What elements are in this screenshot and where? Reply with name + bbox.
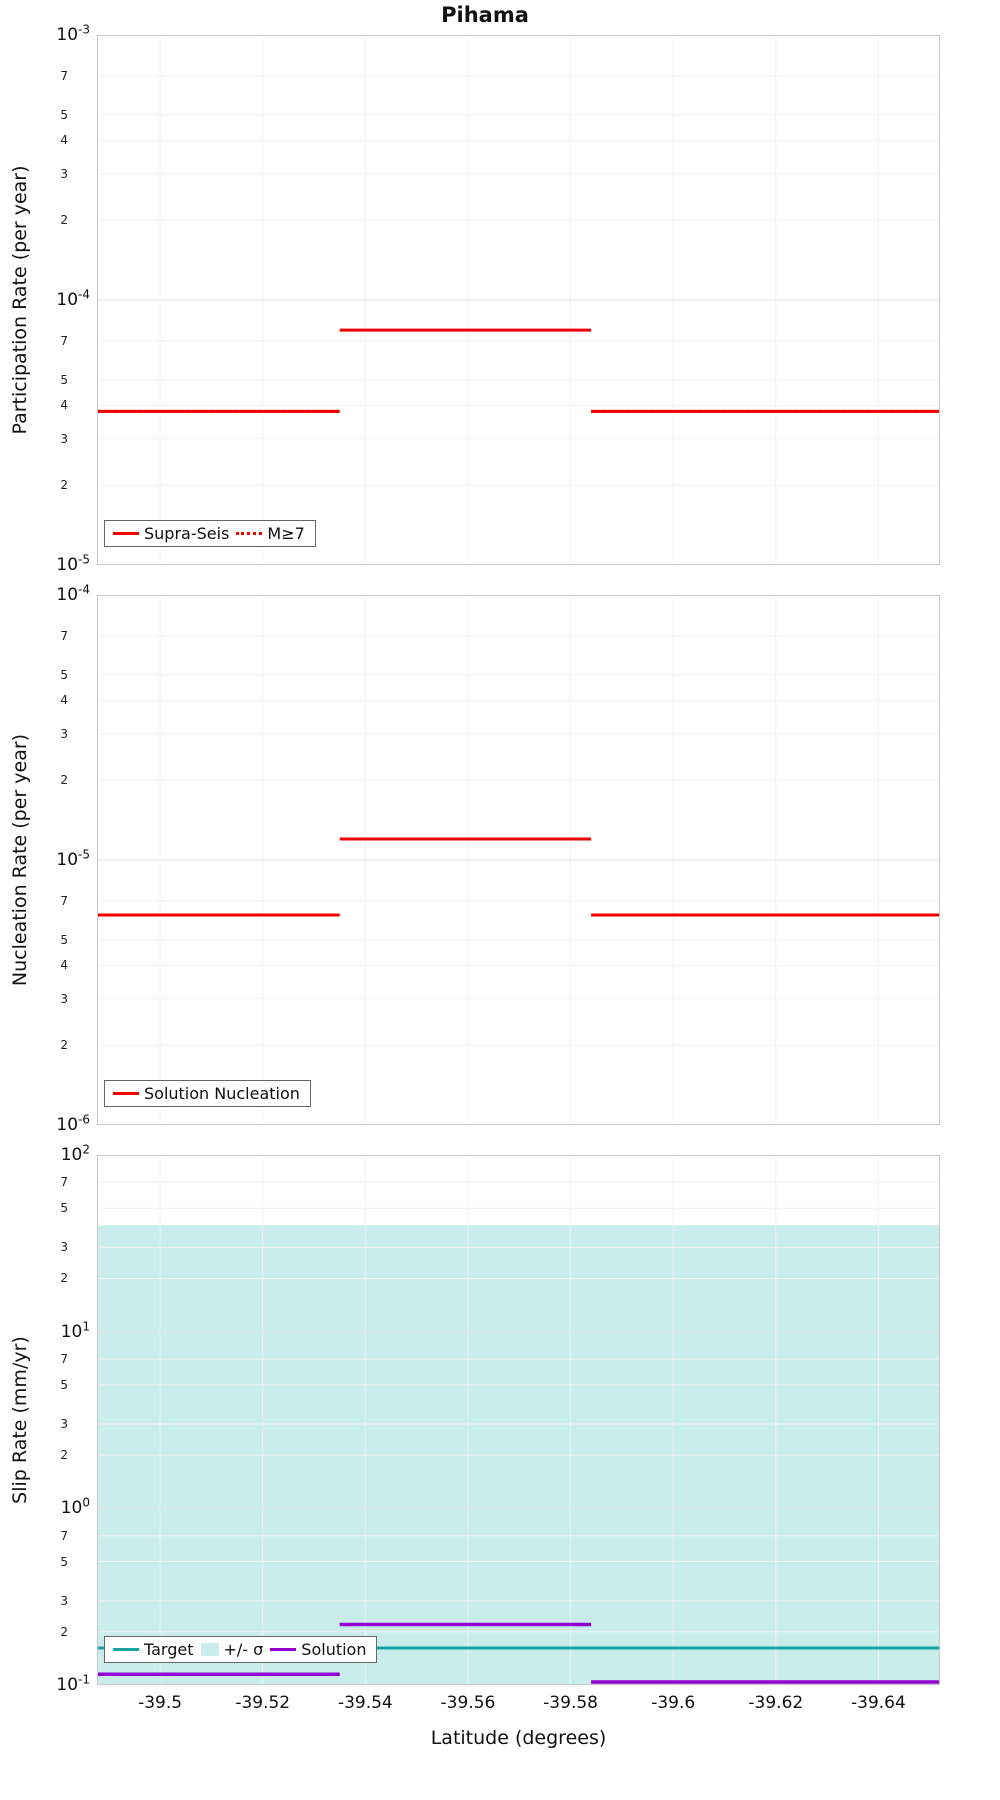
- plot-frame: [97, 1155, 940, 1685]
- y-tick-label-minor: 7: [60, 629, 68, 644]
- y-tick-label-major: 10-4: [56, 287, 90, 310]
- legend-line-solution-icon: [270, 1648, 297, 1651]
- y-tick-label-minor: 5: [60, 372, 68, 387]
- y-tick-label-minor: 2: [60, 1624, 68, 1639]
- plot-area-slip-rate: [97, 1155, 940, 1685]
- legend-line-supra-seis-icon: [113, 532, 139, 535]
- x-tick-label: -39.64: [851, 1693, 906, 1713]
- legend-dotted-line-m7-icon: [236, 532, 263, 535]
- y-tick-label-minor: 7: [60, 1175, 68, 1190]
- y-tick-label-major: 10-1: [56, 1672, 90, 1695]
- y-tick-label-minor: 2: [60, 1448, 68, 1463]
- y-tick-label-minor: 5: [60, 107, 68, 122]
- legend-label-m7: M≥7: [267, 524, 305, 543]
- legend-participation: Supra-Seis M≥7: [104, 520, 316, 547]
- x-axis-title: Latitude (degrees): [430, 1727, 607, 1749]
- legend-label-target: Target: [144, 1640, 194, 1659]
- y-tick-label-minor: 2: [60, 1271, 68, 1286]
- y-tick-label-minor: 5: [60, 667, 68, 682]
- plot-frame: [97, 595, 940, 1125]
- y-tick-label-major: 10-3: [56, 22, 90, 45]
- legend-slip-rate: Target +/- σ Solution: [104, 1636, 378, 1663]
- x-tick-label: -39.58: [543, 1693, 598, 1713]
- y-tick-label-minor: 3: [60, 991, 68, 1006]
- plot-area-participation: [97, 35, 940, 565]
- y-tick-label-minor: 3: [60, 1593, 68, 1608]
- x-tick-label: -39.56: [440, 1693, 496, 1713]
- y-tick-label-minor: 5: [60, 1554, 68, 1569]
- y-tick-label-minor: 4: [60, 958, 68, 973]
- x-tick-label: -39.54: [337, 1693, 393, 1713]
- y-tick-label-major: 100: [60, 1495, 90, 1519]
- y-tick-label-major: 10-4: [56, 582, 90, 605]
- y-tick-label-minor: 5: [60, 1377, 68, 1392]
- chart-title: Pihama: [441, 3, 529, 27]
- y-tick-label-major: 101: [60, 1319, 90, 1342]
- x-tick-label: -39.52: [235, 1693, 291, 1713]
- y-tick-label-minor: 2: [60, 213, 68, 228]
- legend-label-sigma: +/- σ: [223, 1640, 264, 1659]
- y-tick-label-minor: 3: [60, 431, 68, 446]
- y-tick-label-minor: 5: [60, 1201, 68, 1216]
- y-tick-label-major: 10-5: [56, 847, 90, 870]
- y-tick-label-minor: 7: [60, 1352, 68, 1367]
- plot-frame: [97, 35, 940, 565]
- y-tick-label-major: 102: [60, 1142, 90, 1165]
- legend-patch-sigma-icon: [200, 1643, 219, 1656]
- y-tick-label-minor: 3: [60, 1240, 68, 1255]
- plot-area-nucleation: [97, 595, 940, 1125]
- x-tick-label: -39.6: [651, 1693, 696, 1713]
- y-tick-label-minor: 5: [60, 932, 68, 947]
- legend-line-target-icon: [113, 1648, 139, 1651]
- y-tick-label-minor: 4: [60, 398, 68, 413]
- y-tick-label-minor: 2: [60, 1038, 68, 1053]
- y-tick-label-minor: 3: [60, 166, 68, 181]
- legend-label-solution-nucleation: Solution Nucleation: [144, 1084, 300, 1103]
- legend-line-solution-nucleation-icon: [113, 1092, 139, 1095]
- legend-label-supra-seis: Supra-Seis: [144, 524, 230, 543]
- x-tick-label: -39.5: [138, 1693, 183, 1713]
- y-tick-label-major: 10-5: [56, 552, 90, 575]
- y-tick-label-minor: 7: [60, 894, 68, 909]
- y-tick-label-minor: 4: [60, 133, 68, 148]
- y-tick-label-minor: 2: [60, 773, 68, 788]
- y-tick-label-major: 10-6: [56, 1112, 90, 1135]
- y-tick-label-minor: 7: [60, 334, 68, 349]
- y-tick-label-minor: 7: [60, 1528, 68, 1543]
- y-tick-label-minor: 3: [60, 726, 68, 741]
- legend-nucleation: Solution Nucleation: [104, 1080, 311, 1107]
- legend-label-solution: Solution: [301, 1640, 367, 1659]
- y-tick-label-minor: 4: [60, 693, 68, 708]
- x-tick-label: -39.62: [748, 1693, 804, 1713]
- y-tick-label-minor: 7: [60, 69, 68, 84]
- y-tick-label-minor: 3: [60, 1417, 68, 1432]
- y-tick-label-minor: 2: [60, 478, 68, 493]
